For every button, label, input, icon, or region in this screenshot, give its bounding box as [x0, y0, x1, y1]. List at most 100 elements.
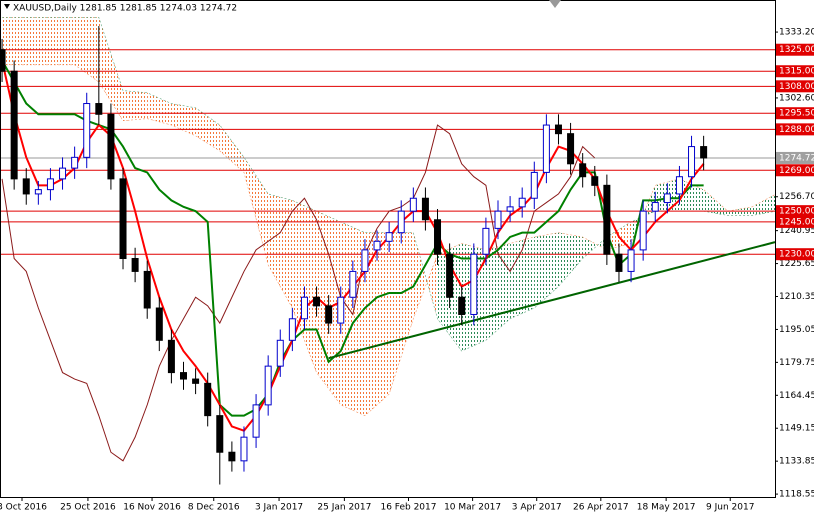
candle-body — [155, 307, 163, 341]
candle-body — [325, 305, 333, 324]
cloud-segment — [98, 17, 124, 121]
y-tick-label: 1149.15 — [779, 424, 814, 434]
cloud-segment — [123, 90, 148, 121]
candle-body — [83, 103, 91, 158]
cloud-segment — [534, 232, 559, 309]
candle-body — [216, 415, 224, 453]
candle-body — [458, 296, 466, 315]
y-tick-label: 1225.65 — [779, 259, 814, 269]
trendline — [328, 241, 776, 360]
candle-body — [675, 176, 683, 195]
y-tick-label: 1302.60 — [779, 93, 814, 103]
y-tick-label: 1240.95 — [779, 226, 814, 236]
candle-body — [34, 189, 42, 195]
x-tick-label: 3 Jan 2017 — [255, 503, 303, 513]
candle-body — [397, 210, 405, 234]
x-tick-label: 26 Apr 2017 — [573, 503, 629, 513]
level-label-box — [776, 43, 814, 56]
candle-body — [59, 167, 67, 180]
level-label-box — [776, 164, 814, 177]
x-tick-label: 8 Dec 2016 — [188, 503, 240, 513]
candle-body — [482, 227, 490, 255]
indicator-line — [1, 124, 596, 462]
candle-body — [700, 146, 708, 159]
cloud-segment — [364, 232, 390, 416]
candle-body — [228, 451, 236, 462]
candle-body — [494, 210, 502, 229]
cloud-segment — [340, 221, 365, 416]
candle-body — [276, 339, 284, 367]
candle-body — [349, 270, 357, 298]
candle-body — [542, 124, 550, 173]
axis-layer: 1333.20 1302.60 1256.70 1240.95 1225.65 1210.… — [0, 28, 814, 513]
candle-body — [518, 197, 526, 208]
level-label: 1230.00 — [779, 250, 814, 260]
candle-body — [361, 249, 369, 272]
level-label-box — [776, 248, 814, 261]
level-label-box — [776, 215, 814, 228]
x-tick-label: 9 Jun 2017 — [706, 503, 754, 513]
candle-body — [506, 206, 514, 212]
y-tick-label: 1179.75 — [779, 358, 814, 368]
level-label-box — [776, 123, 814, 136]
candle-body — [143, 270, 151, 309]
candle-body — [530, 171, 538, 199]
x-tick-label: 3 Oct 2016 — [0, 503, 47, 513]
candle-body — [204, 382, 212, 417]
candle-body — [313, 296, 321, 307]
cloud-segment — [50, 17, 75, 65]
x-tick-label: 3 Apr 2017 — [512, 503, 562, 513]
candle-body — [434, 219, 442, 255]
candle-body — [639, 210, 647, 251]
level-label: 1315.00 — [779, 67, 814, 77]
candle-body — [615, 253, 623, 272]
candle-body — [446, 253, 454, 298]
candle-body — [288, 318, 296, 341]
candle-body — [119, 178, 127, 260]
candle-body — [264, 365, 272, 406]
candle-body — [627, 249, 635, 272]
candle-body — [567, 133, 575, 165]
candle-body — [240, 436, 248, 462]
candle-body — [10, 70, 18, 180]
candle-body — [385, 232, 393, 242]
level-label-box — [776, 107, 814, 120]
candle-body — [71, 156, 79, 169]
y-tick-label: 1195.05 — [779, 325, 814, 335]
plot-frame — [0, 0, 776, 498]
candle-body — [192, 378, 200, 384]
candle-body — [663, 193, 671, 204]
level-label-box — [776, 80, 814, 93]
candle-body — [252, 404, 260, 438]
cloud-segment — [2, 17, 27, 65]
cloud-segment — [558, 232, 583, 287]
x-tick-label: 16 Nov 2016 — [123, 503, 181, 513]
candle-body — [167, 339, 175, 374]
level-label: 1245.00 — [779, 217, 814, 227]
y-tick-label: 1333.20 — [779, 28, 814, 38]
level-label: 1250.00 — [779, 207, 814, 217]
candle-body — [0, 49, 6, 72]
level-label-box — [776, 205, 814, 218]
level-label: 1325.00 — [779, 45, 814, 55]
cloud-segment — [389, 232, 414, 395]
candle-body — [95, 103, 103, 115]
cloud-segment — [219, 125, 244, 173]
x-tick-label: 25 Oct 2016 — [60, 503, 116, 513]
candle-body — [603, 184, 611, 255]
candle-body — [46, 178, 54, 191]
y-tick-label: 1210.35 — [779, 292, 814, 302]
cloud-segment — [510, 236, 535, 319]
level-label-box — [776, 65, 814, 78]
candle-body — [421, 197, 429, 221]
plot-area — [0, 17, 777, 485]
level-label: 1288.00 — [779, 125, 814, 135]
shift-marker — [549, 0, 561, 8]
y-tick-label: 1133.85 — [779, 457, 814, 467]
x-tick-label: 16 Feb 2017 — [380, 503, 436, 513]
candle-body — [22, 178, 30, 195]
last-price-box — [776, 151, 814, 164]
candle-body — [373, 240, 381, 251]
y-tick-label: 1256.70 — [779, 192, 814, 202]
